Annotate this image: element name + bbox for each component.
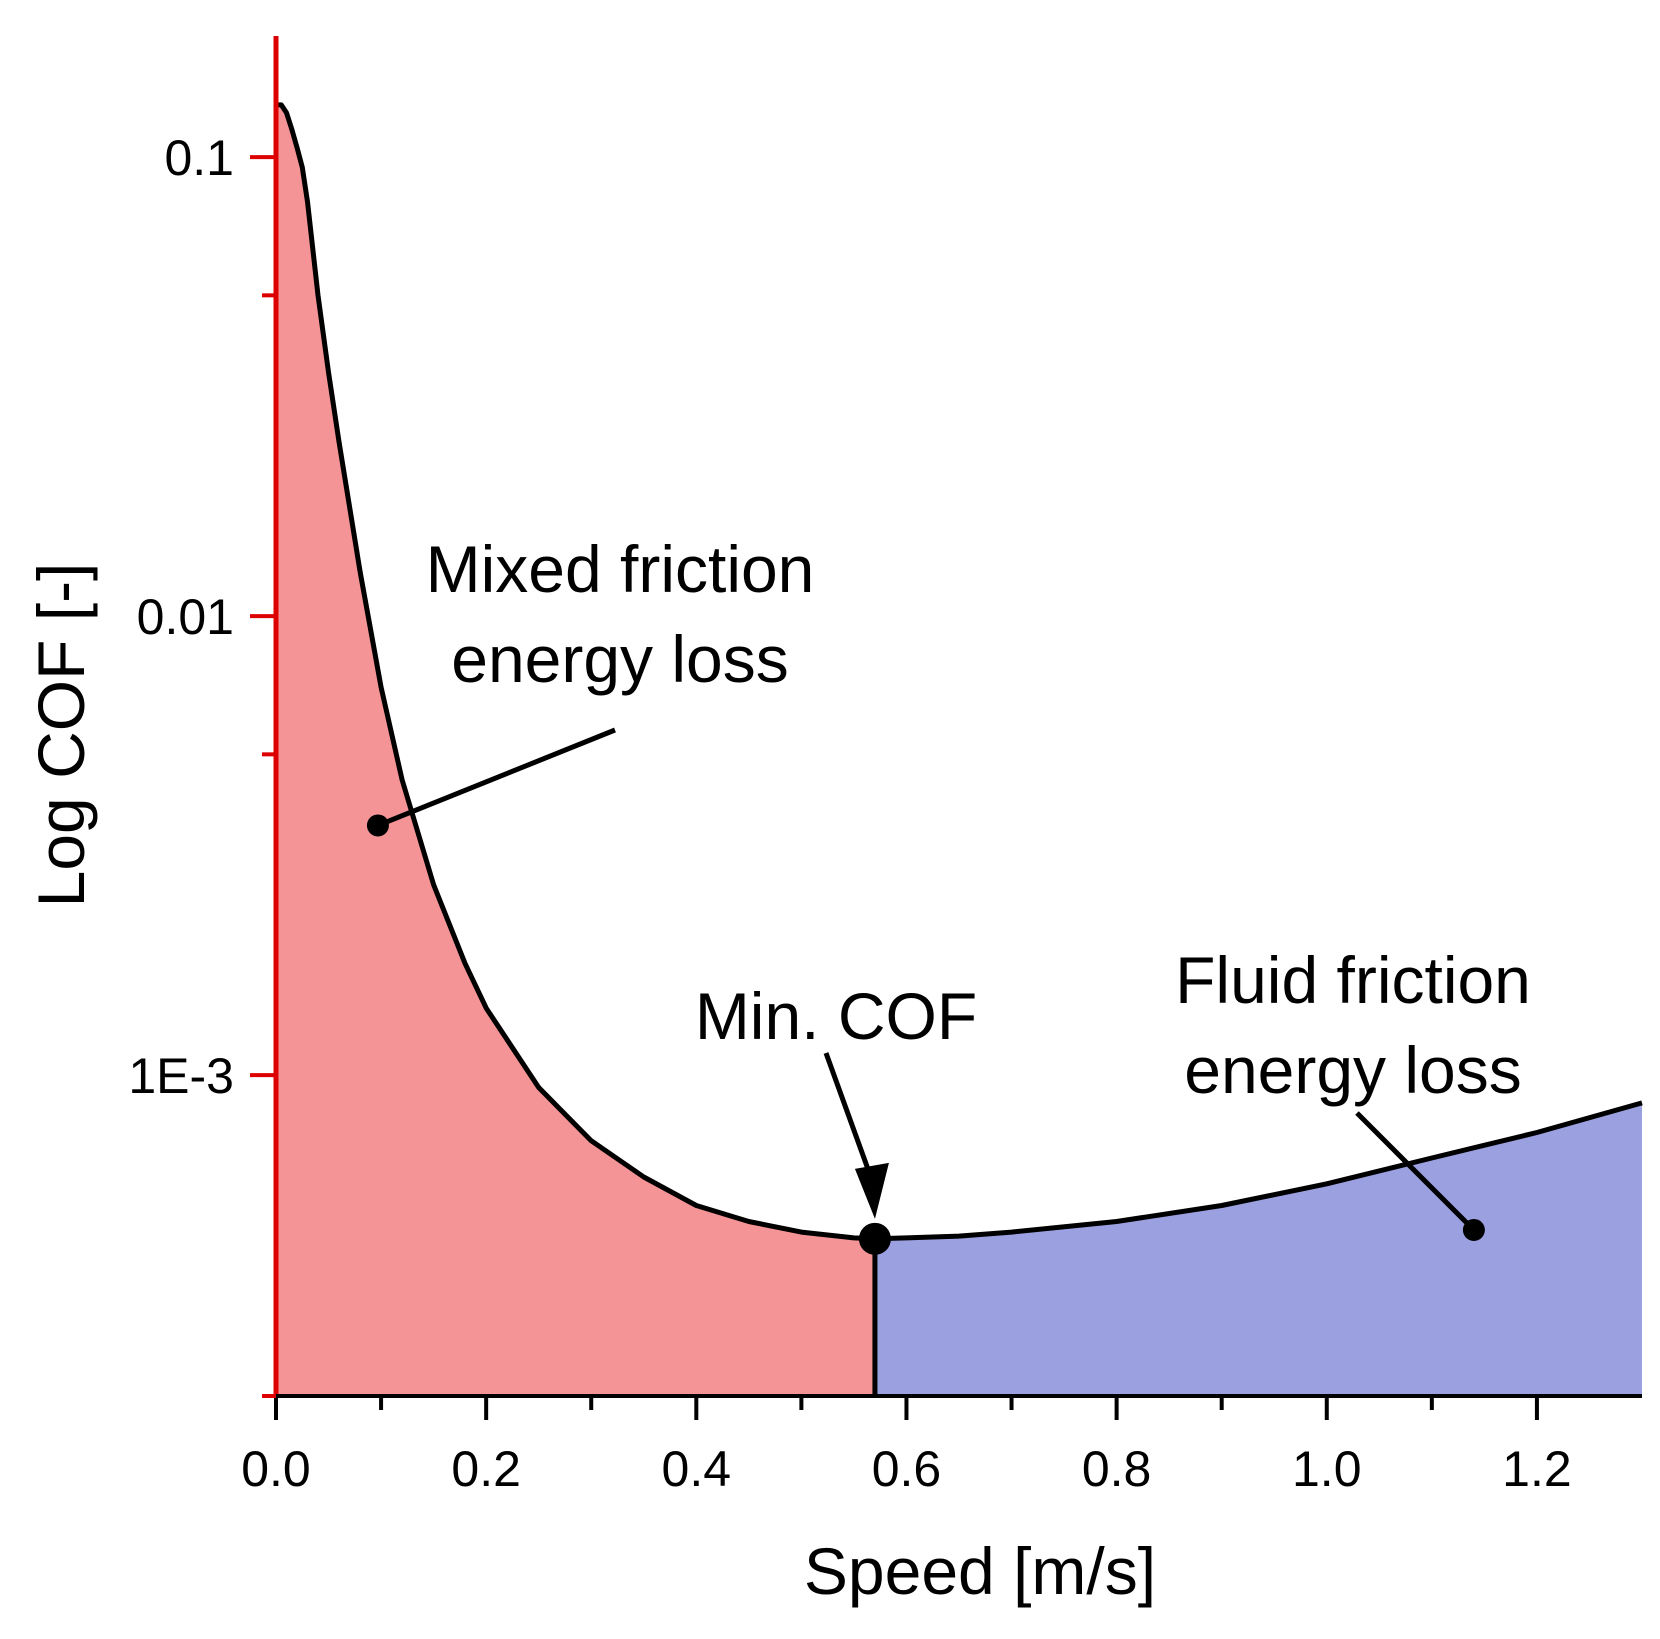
min-cof-marker: [858, 1222, 891, 1255]
y-tick-label: 0.1: [164, 130, 234, 186]
ticks-layer: 0.0 0.2 0.4 0.6 0.8 1.0 1.2 0.1 0.01 1E-3: [128, 130, 1571, 1497]
y-axis-title: Log COF [-]: [24, 563, 98, 908]
y-tick-label: 0.01: [137, 589, 234, 645]
x-tick-label: 1.2: [1502, 1441, 1572, 1497]
annotation-mixed-text: energy loss: [451, 622, 789, 696]
regions-layer: [276, 104, 1642, 1396]
annotations-layer: Mixed friction energy loss Fluid friction e…: [366, 532, 1531, 1255]
annotation-mixed-leader: [376, 727, 616, 828]
x-tick-label: 0.6: [872, 1441, 942, 1497]
x-tick-label: 0.8: [1082, 1441, 1152, 1497]
x-tick-label: 1.0: [1292, 1441, 1362, 1497]
min-cof-arrow-shaft: [823, 1052, 876, 1184]
x-tick-label: 0.0: [241, 1441, 311, 1497]
x-tick-label: 0.4: [662, 1441, 732, 1497]
min-cof-arrowhead: [854, 1162, 889, 1219]
axes-layer: [273, 36, 1642, 1398]
annotation-fluid-text: Fluid friction: [1175, 943, 1531, 1017]
annotation-mixed-text: Mixed friction: [426, 532, 815, 606]
region-mixed-friction: [276, 104, 875, 1396]
region-fluid-friction: [874, 1102, 1642, 1396]
annotation-fluid-text: energy loss: [1184, 1033, 1522, 1107]
x-tick-label: 0.2: [451, 1441, 521, 1497]
annotation-min-text: Min. COF: [695, 979, 977, 1053]
cof-curve: [276, 102, 1643, 1242]
x-axis-title: Speed [m/s]: [804, 1534, 1156, 1608]
annotation-fluid-dot: [1462, 1218, 1485, 1241]
y-tick-label: 1E-3: [128, 1048, 234, 1104]
curve-layer: [276, 102, 1643, 1396]
annotation-mixed-dot: [366, 814, 389, 837]
annotation-fluid-leader: [1355, 1111, 1476, 1232]
